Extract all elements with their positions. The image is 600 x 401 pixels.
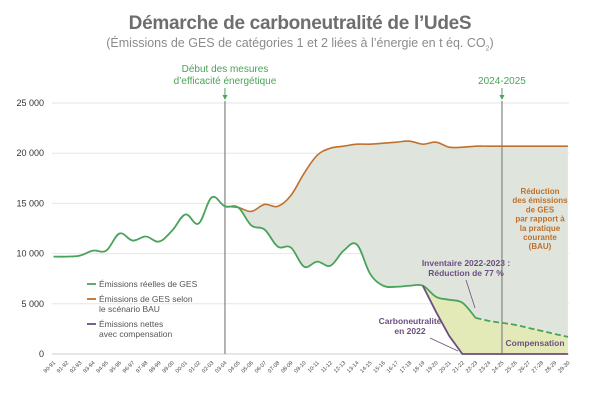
x-tick-label: 09-10 (293, 360, 307, 374)
x-tick-label: 12-13 (333, 360, 347, 374)
legend-label: Émissions nettes (99, 319, 163, 329)
legend-label: le scénario BAU (99, 304, 160, 314)
x-tick-label: 03-04 (214, 360, 228, 374)
subtitle-text: (Émissions de GES de catégories 1 et 2 l… (106, 36, 486, 50)
x-tick-label: 18-19 (412, 360, 426, 374)
x-tick-label: 22-23 (465, 360, 479, 374)
x-tick-label: 25-26 (504, 360, 518, 374)
neutral-arrow (429, 337, 459, 352)
x-tick-label: 27-28 (531, 360, 545, 374)
compensation-label: Compensation (505, 338, 564, 348)
subtitle-subscript: 2 (485, 45, 490, 53)
bau-reduction-label: par rapport à (515, 215, 565, 224)
x-tick-label: 20-21 (439, 360, 453, 374)
series-line-net (422, 285, 568, 355)
x-tick-label: 92-93 (69, 360, 83, 374)
x-tick-label: 96-97 (122, 360, 136, 374)
legend-label: avec compensation (99, 329, 173, 339)
subtitle-end: ) (489, 36, 494, 50)
x-tick-label: 90-91 (43, 360, 57, 374)
x-tick-label: 21-22 (452, 360, 466, 374)
chart-subtitle: (Émissions de GES de catégories 1 et 2 l… (0, 36, 600, 53)
x-tick-label: 15-16 (373, 360, 387, 374)
x-tick-label: 06-07 (254, 360, 268, 374)
x-tick-label: 19-20 (425, 360, 439, 374)
marker-label: 2024-2025 (478, 76, 526, 87)
series-line-real-projection (475, 316, 569, 338)
bau-reduction-label: de GES (526, 205, 555, 214)
x-tick-label: 29-30 (557, 360, 571, 374)
x-tick-label: 11-12 (320, 360, 334, 374)
y-tick-label: 10 000 (16, 249, 44, 259)
y-tick-label: 25 000 (16, 98, 44, 108)
x-tick-label: 00-01 (175, 360, 189, 374)
neutral-label: en 2022 (394, 326, 425, 336)
inventory-arrow (465, 279, 476, 309)
x-tick-label: 99-00 (162, 360, 176, 374)
x-tick-label: 10-11 (307, 360, 321, 374)
legend-label: Émissions de GES selon (99, 294, 193, 304)
x-tick-label: 01-02 (188, 360, 202, 374)
legend-label: Émissions réelles de GES (99, 279, 198, 289)
y-tick-label: 5 000 (21, 299, 44, 309)
neutral-label: Carboneutralité (379, 316, 442, 326)
x-tick-label: 24-25 (491, 360, 505, 374)
y-tick-label: 0 (39, 349, 44, 359)
x-tick-label: 95-96 (109, 360, 123, 374)
inventory-label: Inventaire 2022-2023 : (422, 258, 511, 268)
x-tick-label: 16-17 (386, 360, 400, 374)
reduction-area (224, 141, 568, 337)
y-tick-label: 20 000 (16, 148, 44, 158)
compensation-area (422, 285, 568, 354)
x-tick-label: 13-14 (346, 360, 360, 374)
marker-label: d’efficacité énergétique (174, 76, 277, 87)
bau-reduction-label: la pratique (520, 224, 561, 233)
series-line-real (53, 195, 477, 319)
marker-label: Début des mesures (182, 64, 269, 75)
x-tick-label: 02-03 (201, 360, 215, 374)
y-tick-label: 15 000 (16, 198, 44, 208)
chart-title: Démarche de carboneutralité de l’UdeS (128, 13, 472, 34)
x-tick-label: 23-24 (478, 360, 492, 374)
bau-reduction-label: des émissions (512, 196, 568, 205)
inventory-label: Réduction de 77 % (428, 268, 504, 278)
bau-reduction-label: courante (523, 233, 557, 242)
bau-reduction-label: (BAU) (529, 242, 552, 251)
x-tick-label: 04-05 (227, 360, 241, 374)
x-tick-label: 14-15 (359, 360, 373, 374)
x-tick-label: 26-27 (518, 360, 532, 374)
series-line-bau (224, 140, 568, 213)
x-tick-label: 91-92 (56, 360, 70, 374)
x-tick-label: 08-09 (280, 360, 294, 374)
x-tick-label: 98-99 (148, 360, 162, 374)
x-tick-label: 94-95 (96, 360, 110, 374)
x-tick-label: 05-06 (241, 360, 255, 374)
x-tick-label: 07-08 (267, 360, 281, 374)
bau-reduction-label: Réduction (520, 187, 559, 196)
x-tick-label: 28-29 (544, 360, 558, 374)
marker-arrowhead (222, 95, 228, 100)
x-tick-label: 93-94 (82, 360, 96, 374)
x-tick-label: 97-98 (135, 360, 149, 374)
x-tick-label: 17-18 (399, 360, 413, 374)
marker-arrowhead (499, 95, 505, 100)
